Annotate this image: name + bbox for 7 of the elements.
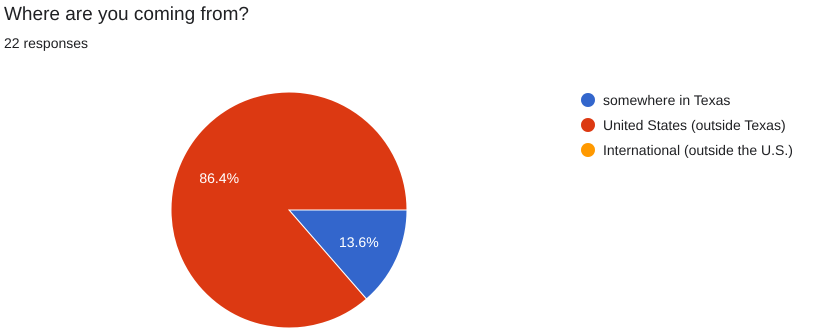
text: 22 responses (4, 35, 88, 51)
data-label: 86.4% (199, 170, 240, 186)
legend-label: International (outside the U.S.) (603, 142, 793, 158)
data-label: 13.6% (338, 234, 379, 250)
legend-label: United States (outside Texas) (603, 117, 786, 133)
chart-title: Where are you coming from? (4, 4, 249, 25)
legend-label: somewhere in Texas (603, 92, 730, 108)
